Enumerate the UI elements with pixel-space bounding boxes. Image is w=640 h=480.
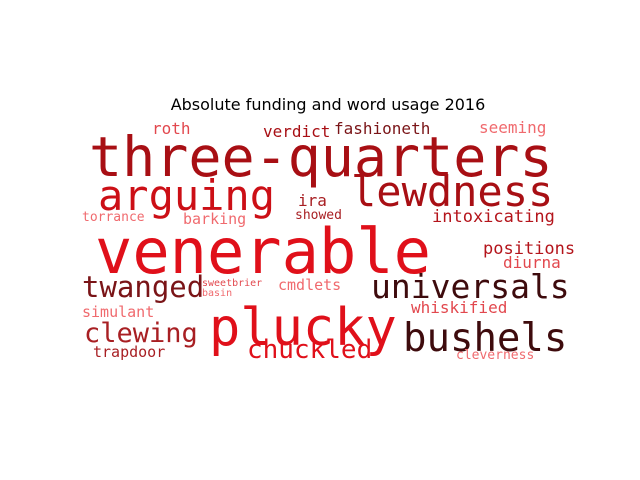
- word-trapdoor: trapdoor: [93, 343, 165, 361]
- word-torrance: torrance: [82, 210, 145, 225]
- word-intoxicating: intoxicating: [432, 207, 555, 227]
- word-venerable: venerable: [95, 215, 431, 288]
- word-cmdlets: cmdlets: [278, 276, 341, 294]
- word-chuckled: chuckled: [247, 335, 372, 365]
- word-sweetbrier: sweetbrier: [202, 278, 262, 289]
- word-ira: ira: [298, 191, 327, 210]
- word-verdict: verdict: [263, 122, 330, 141]
- word-positions: positions: [483, 239, 575, 259]
- word-universals: universals: [371, 267, 570, 306]
- word-simulant: simulant: [82, 303, 154, 321]
- word-cleverness: cleverness: [456, 348, 534, 363]
- word-seeming: seeming: [479, 118, 546, 137]
- word-three-quarters: three-quarters: [89, 125, 553, 189]
- word-diurna: diurna: [503, 253, 561, 272]
- word-plucky: plucky: [209, 298, 397, 358]
- word-clewing: clewing: [84, 318, 198, 349]
- word-barking: barking: [183, 210, 246, 228]
- word-lewdness: lewdness: [351, 167, 553, 216]
- word-whiskified: whiskified: [411, 298, 507, 317]
- word-basin: basin: [202, 288, 232, 299]
- word-arguing: arguing: [98, 171, 275, 220]
- word-bushels: bushels: [403, 316, 567, 361]
- word-cloud: venerable three-quarters plucky arguing lewd…: [82, 118, 575, 365]
- word-roth: roth: [152, 119, 191, 138]
- chart-title: Absolute funding and word usage 2016: [171, 95, 486, 114]
- word-twanged: twanged: [82, 270, 204, 304]
- word-showed: showed: [295, 208, 342, 223]
- word-fashioneth: fashioneth: [334, 119, 430, 138]
